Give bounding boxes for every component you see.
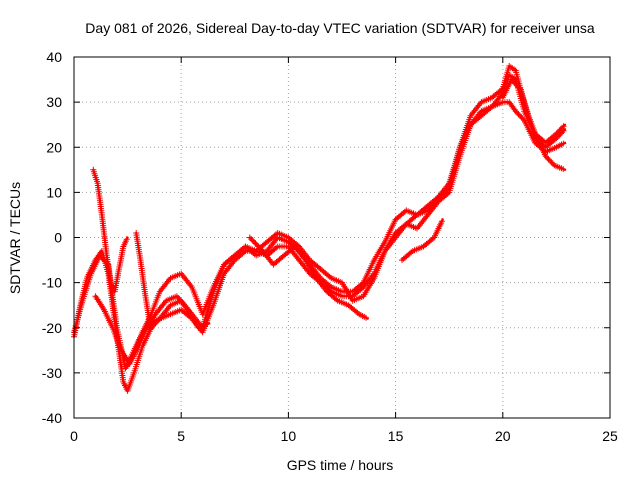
x-tick-label: 20: [495, 428, 511, 444]
series-track-5: [92, 293, 211, 367]
y-axis-label: SDTVAR / TECUs: [7, 182, 23, 294]
y-tick-label: -20: [42, 320, 62, 336]
y-tick-label: 40: [46, 49, 62, 65]
series-track-6: [133, 230, 156, 329]
series-markers: [246, 234, 369, 321]
series-markers: [90, 166, 130, 295]
series-track-7: [246, 234, 369, 321]
y-tick-label: 20: [46, 139, 62, 155]
axis-ticks: 0 5 10 15 20 25 -40 -30 -20 -10 0 10 20 30 40: [42, 49, 618, 444]
series-track-9: [499, 76, 567, 173]
y-tick-label: -30: [42, 365, 62, 381]
series-track-4: [90, 166, 130, 295]
x-axis-label: GPS time / hours: [287, 457, 394, 473]
y-tick-label: -10: [42, 275, 62, 291]
y-tick-label: 10: [46, 184, 62, 200]
series-track-8: [399, 218, 445, 264]
y-tick-label: 0: [54, 230, 62, 246]
x-tick-label: 25: [602, 428, 618, 444]
y-tick-label: 30: [46, 94, 62, 110]
x-tick-label: 15: [388, 428, 404, 444]
x-tick-label: 0: [70, 428, 78, 444]
series-markers: [92, 293, 211, 367]
y-tick-label: -40: [42, 410, 62, 426]
series-markers: [399, 218, 445, 264]
x-tick-label: 5: [177, 428, 185, 444]
series-markers: [133, 230, 156, 329]
x-tick-label: 10: [281, 428, 297, 444]
chart-title: Day 081 of 2026, Sidereal Day-to-day VTE…: [85, 20, 595, 36]
series-markers: [499, 76, 567, 173]
data-series-layer: [71, 63, 567, 394]
